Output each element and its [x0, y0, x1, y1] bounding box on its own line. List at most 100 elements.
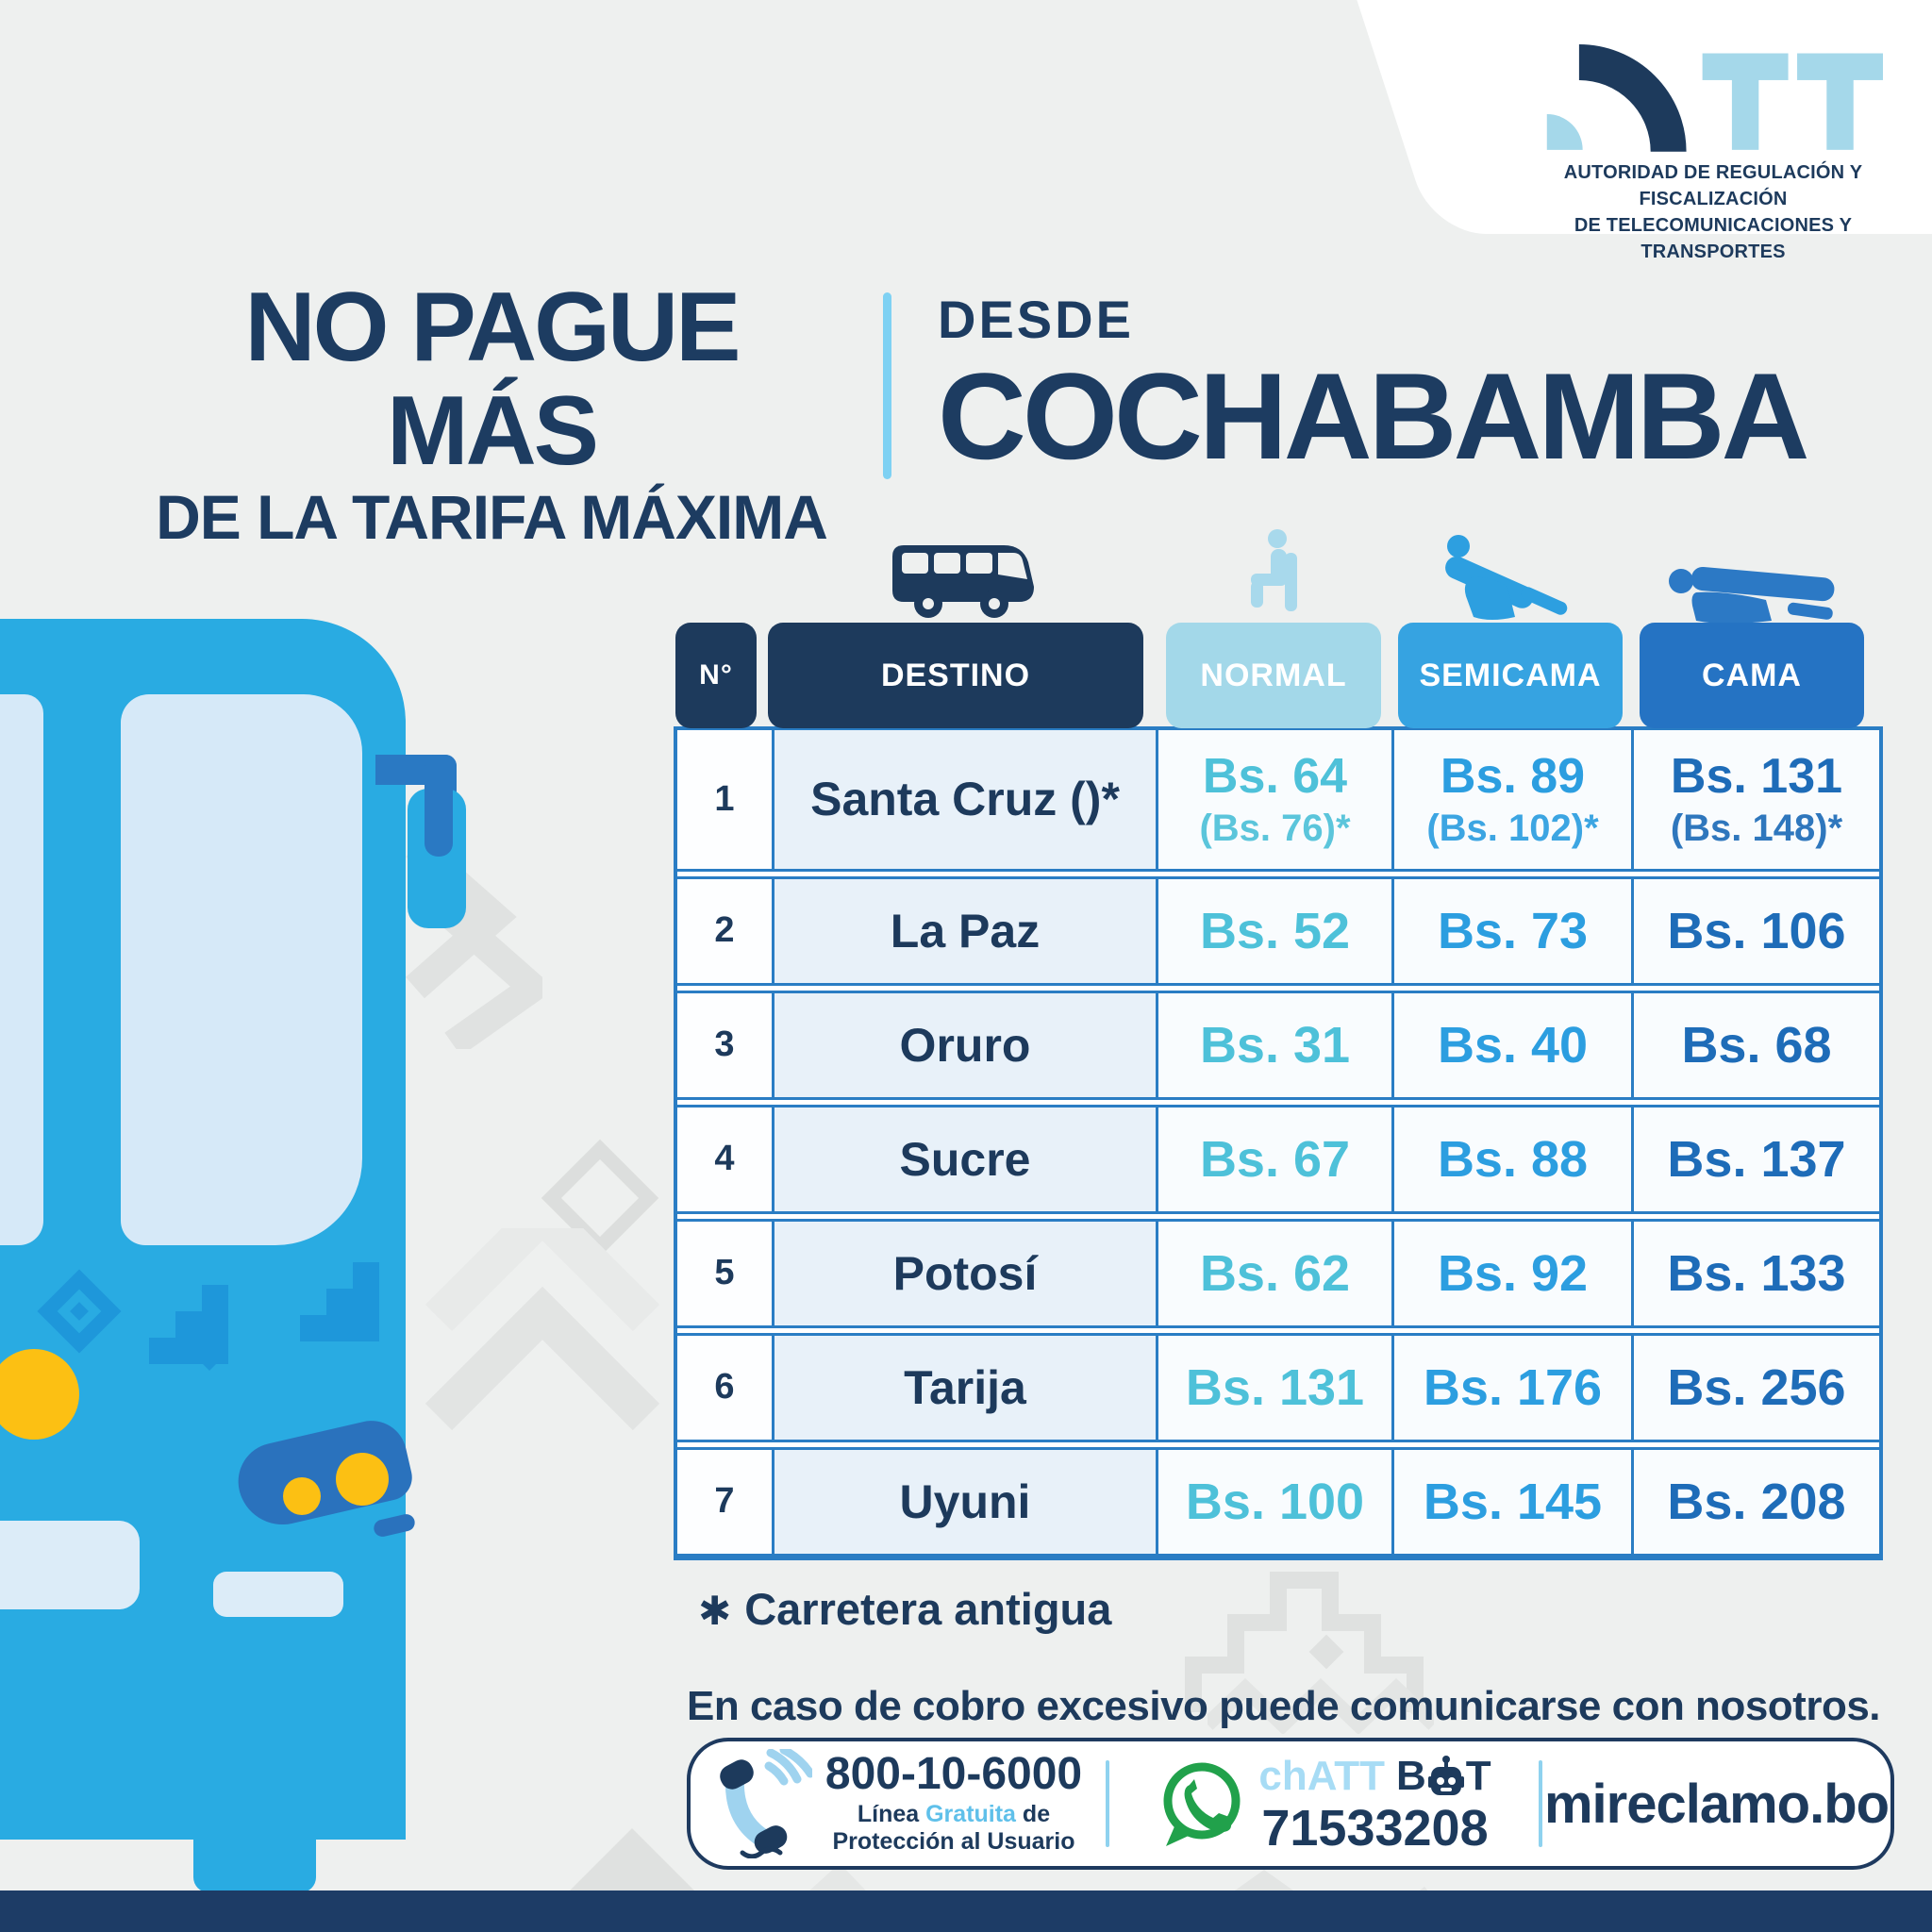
origin-city: COCHABAMBA: [938, 347, 1809, 485]
title-line2: DE LA TARIFA MÁXIMA: [156, 482, 828, 553]
chatbot-prefix: chATT: [1258, 1753, 1385, 1799]
att-logo-icon: [1546, 44, 1883, 153]
fare-normal: Bs. 100: [1156, 1450, 1391, 1554]
fare-cama: Bs. 133: [1631, 1222, 1879, 1325]
table-row: 2 La Paz Bs. 52 Bs. 73 Bs. 106: [677, 876, 1879, 986]
whatsapp-icon: [1163, 1762, 1241, 1846]
fare-semicama: Bs. 92: [1391, 1222, 1631, 1325]
destination: Uyuni: [772, 1450, 1156, 1554]
whatsapp-contact: chATT B T 71533208: [1109, 1741, 1539, 1866]
whatsapp-number: 71533208: [1261, 1800, 1489, 1857]
table-row: 3 Oruro Bs. 31 Bs. 40 Bs. 68: [677, 991, 1879, 1100]
fare-normal: Bs. 31: [1156, 993, 1391, 1097]
bus-plate: [213, 1572, 343, 1617]
logo-org-line1: AUTORIDAD DE REGULACIÓN Y FISCALIZACIÓN: [1563, 162, 1863, 209]
origin-prefix: DESDE: [938, 290, 1134, 349]
destination: La Paz: [772, 879, 1156, 983]
fare-cama-note: (Bs. 148)*: [1670, 807, 1843, 849]
origin-title: DESDE COCHABAMBA: [938, 289, 1809, 485]
fare-normal: Bs. 131: [1156, 1336, 1391, 1440]
bottom-bar: [0, 1890, 1932, 1932]
fare-semicama: Bs. 73: [1391, 879, 1631, 983]
footnote: ✱ Carretera antigua: [698, 1583, 1111, 1635]
column-header-num: N°: [675, 623, 757, 728]
bus-grille: [0, 1521, 140, 1609]
bus-pattern-stepped-diamond: [37, 1269, 122, 1354]
title-divider: [883, 292, 891, 479]
pill-divider: [1106, 1760, 1109, 1847]
andean-pattern-ziggurat: [1185, 1572, 1424, 1712]
column-header-cama: CAMA: [1640, 623, 1864, 728]
contact-bar: 800-10-6000 Línea Gratuita de Protección…: [687, 1738, 1894, 1870]
complaint-message: En caso de cobro excesivo puede comunica…: [687, 1683, 1881, 1729]
phone-contact: 800-10-6000 Línea Gratuita de Protección…: [691, 1741, 1106, 1866]
bus-headlight-big: [336, 1453, 389, 1506]
bus-mirror-stem: [425, 789, 453, 857]
asterisk-icon: ✱: [698, 1589, 732, 1633]
table-row: 7 Uyuni Bs. 100 Bs. 145 Bs. 208: [677, 1447, 1879, 1557]
fare-table: 1 Santa Cruz ()* Bs. 64 (Bs. 76)* Bs. 89…: [674, 726, 1883, 1560]
andean-pattern-chevrons: [425, 1228, 660, 1431]
seat-normal-icon: [1251, 529, 1297, 611]
fare-semicama-note: (Bs. 102)*: [1426, 807, 1599, 849]
main-title: NO PAGUE MÁS DE LA TARIFA MÁXIMA: [132, 275, 851, 553]
fare-normal: Bs. 67: [1156, 1108, 1391, 1211]
table-row: 5 Potosí Bs. 62 Bs. 92 Bs. 133: [677, 1219, 1879, 1328]
phone-number: 800-10-6000: [824, 1749, 1083, 1800]
row-number: 4: [677, 1108, 772, 1211]
fare-cama: Bs. 137: [1631, 1108, 1879, 1211]
table-row: 4 Sucre Bs. 67 Bs. 88 Bs. 137: [677, 1105, 1879, 1214]
fare-normal: Bs. 62: [1156, 1222, 1391, 1325]
fare-semicama: Bs. 89 (Bs. 102)*: [1391, 730, 1631, 869]
phone-caption-highlight: Gratuita: [925, 1801, 1016, 1828]
fare-normal-note: (Bs. 76)*: [1199, 807, 1351, 849]
bus-icon: [892, 545, 1034, 618]
fare-cama: Bs. 256: [1631, 1336, 1879, 1440]
bus-windshield: [121, 694, 362, 1245]
bus-fog-light: [0, 1349, 79, 1440]
column-header-destino: DESTINO: [768, 623, 1143, 728]
fare-semicama: Bs. 145: [1391, 1450, 1631, 1554]
fare-cama: Bs. 106: [1631, 879, 1879, 983]
fare-semicama: Bs. 88: [1391, 1108, 1631, 1211]
fare-cama: Bs. 131 (Bs. 148)*: [1631, 730, 1879, 869]
fare-semicama: Bs. 40: [1391, 993, 1631, 1097]
robot-icon: [1427, 1756, 1464, 1795]
logo-org-line2: DE TELECOMUNICACIONES Y TRANSPORTES: [1574, 215, 1853, 262]
destination: Sucre: [772, 1108, 1156, 1211]
row-number: 2: [677, 879, 772, 983]
bus-windshield-left: [0, 694, 43, 1245]
title-line1: NO PAGUE MÁS: [244, 273, 741, 487]
fare-semicama: Bs. 176: [1391, 1336, 1631, 1440]
destination: Tarija: [772, 1336, 1156, 1440]
row-number: 6: [677, 1336, 772, 1440]
footnote-label: Carretera antigua: [744, 1584, 1112, 1634]
row-number: 3: [677, 993, 772, 1097]
destination: Oruro: [772, 993, 1156, 1097]
phone-caption: Línea Gratuita de Protección al Usuario: [832, 1801, 1075, 1855]
chatbot-name: chATT B T: [1258, 1753, 1491, 1799]
fare-normal: Bs. 64 (Bs. 76)*: [1156, 730, 1391, 869]
bus-illustration-bumper: [193, 1838, 316, 1892]
column-header-semicama: SEMICAMA: [1398, 623, 1623, 728]
pill-divider: [1539, 1760, 1542, 1847]
destination: Potosí: [772, 1222, 1156, 1325]
table-row: 6 Tarija Bs. 131 Bs. 176 Bs. 256: [677, 1333, 1879, 1442]
seat-cama-icon: [1669, 567, 1835, 624]
bus-headlight-small: [283, 1477, 321, 1515]
bus-pattern-stair-2: [300, 1262, 379, 1341]
website-url: mireclamo.bo: [1543, 1773, 1890, 1835]
table-row: 1 Santa Cruz ()* Bs. 64 (Bs. 76)* Bs. 89…: [677, 730, 1879, 872]
fare-normal: Bs. 52: [1156, 879, 1391, 983]
column-header-normal: NORMAL: [1166, 623, 1381, 728]
row-number: 7: [677, 1450, 772, 1554]
row-number: 5: [677, 1222, 772, 1325]
destination: Santa Cruz ()*: [772, 730, 1156, 869]
att-logo: AUTORIDAD DE REGULACIÓN Y FISCALIZACIÓN …: [1506, 38, 1921, 265]
seat-semicama-icon: [1445, 535, 1568, 620]
fare-cama: Bs. 68: [1631, 993, 1879, 1097]
website-contact: mireclamo.bo: [1542, 1741, 1890, 1866]
andean-pattern-zigzag-message: [1208, 1677, 1434, 1734]
phone-icon: [720, 1749, 812, 1858]
